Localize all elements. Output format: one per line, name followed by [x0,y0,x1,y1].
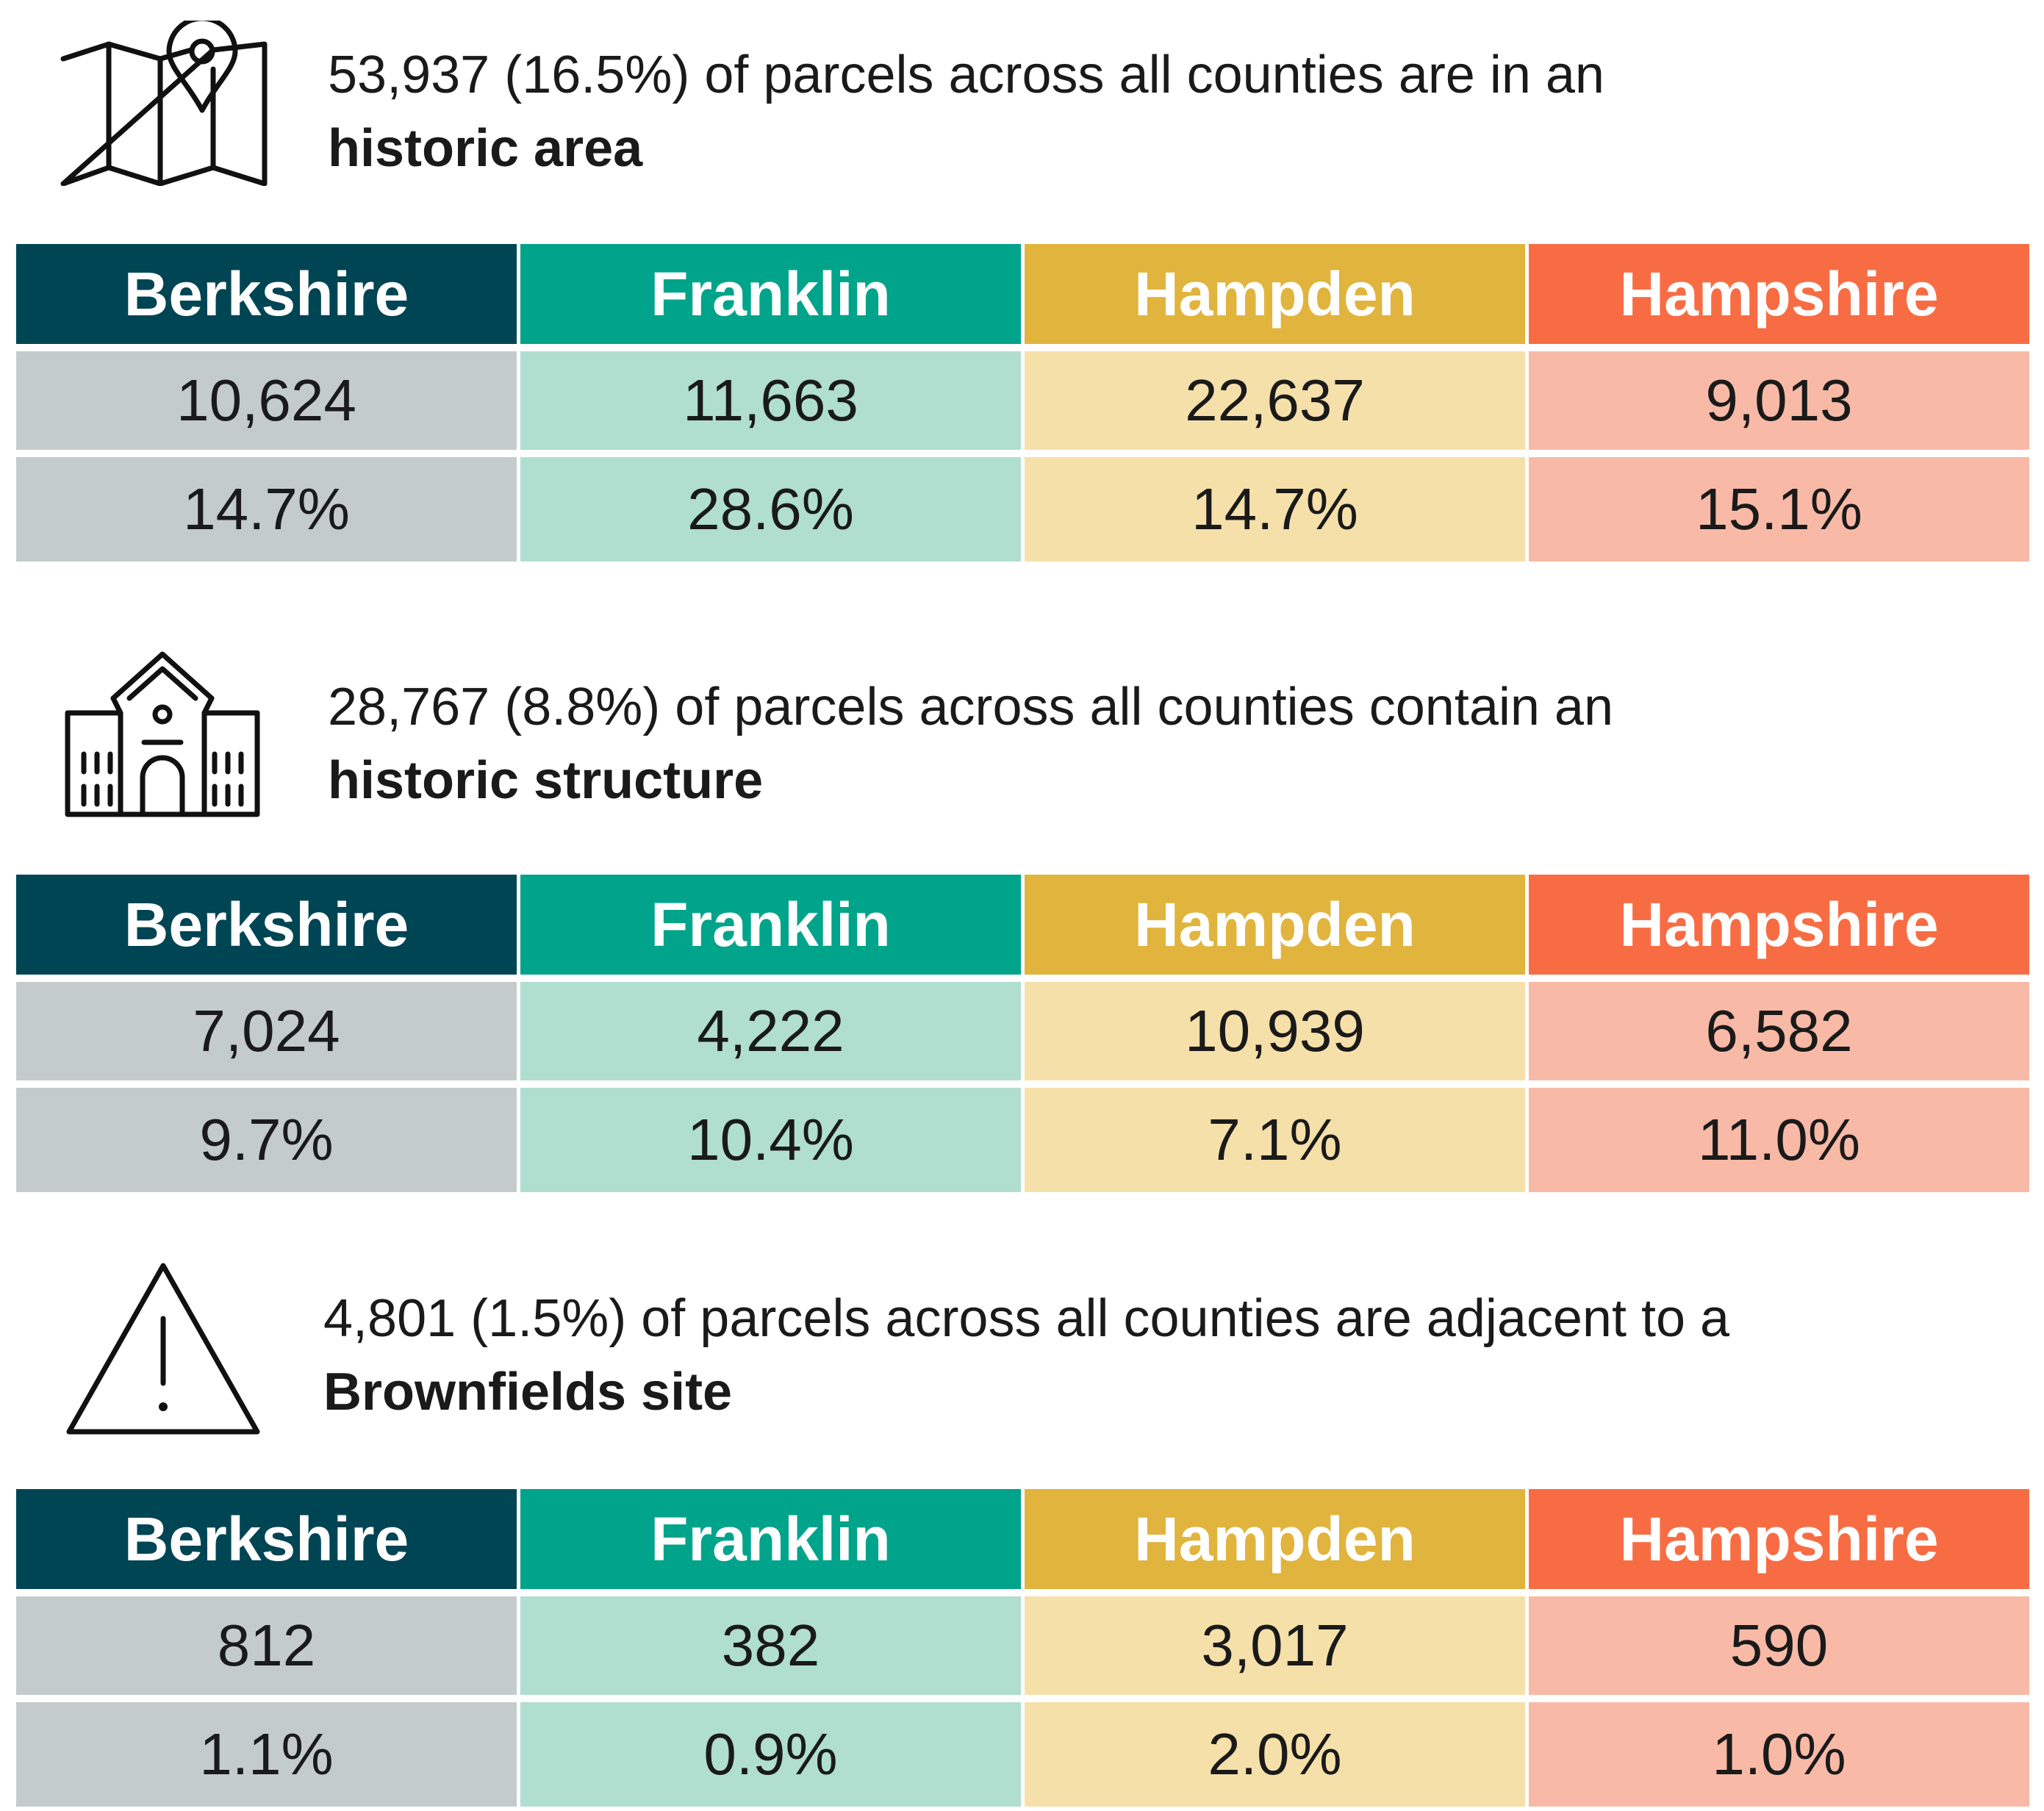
percent-hampden: 2.0% [1025,1702,1525,1807]
header-hampden: Hampden [1025,244,1525,344]
percent-franklin: 0.9% [520,1702,1021,1807]
map-pin-icon [59,21,272,186]
count-hampshire: 590 [1529,1596,2029,1695]
percent-franklin: 28.6% [520,457,1021,562]
headline-bold-text: historic structure [328,751,764,810]
headline-text: 4,801 (1.5%) of parcels across all count… [323,1289,1730,1348]
percent-franklin: 10.4% [520,1088,1021,1192]
percent-berkshire: 9.7% [16,1088,517,1192]
table-header-row: Berkshire Franklin Hampden Hampshire [16,875,2029,975]
header-franklin: Franklin [520,244,1021,344]
percent-berkshire: 1.1% [16,1702,517,1807]
count-hampden: 22,637 [1025,351,1525,450]
headline-historic-structure: 28,767 (8.8%) of parcels across all coun… [328,670,1613,817]
county-table-historic-area: Berkshire Franklin Hampden Hampshire 10,… [16,244,2029,562]
header-hampshire: Hampshire [1529,244,2029,344]
header-franklin: Franklin [520,1489,1021,1589]
headline-bold-text: Brownfields site [323,1363,733,1421]
header-hampshire: Hampshire [1529,1489,2029,1589]
headline-text: 53,937 (16.5%) of parcels across all cou… [328,46,1604,104]
table-row-percents: 9.7% 10.4% 7.1% 11.0% [16,1088,2029,1192]
header-hampden: Hampden [1025,875,1525,975]
percent-hampshire: 1.0% [1529,1702,2029,1807]
count-berkshire: 812 [16,1596,517,1695]
headline-bold-text: historic area [328,119,643,178]
percent-hampshire: 11.0% [1529,1088,2029,1192]
headline-historic-area: 53,937 (16.5%) of parcels across all cou… [328,38,1604,185]
table-row-percents: 1.1% 0.9% 2.0% 1.0% [16,1702,2029,1807]
percent-hampden: 14.7% [1025,457,1525,562]
county-table-brownfields: Berkshire Franklin Hampden Hampshire 812… [16,1489,2029,1807]
count-franklin: 4,222 [520,982,1021,1080]
header-berkshire: Berkshire [16,1489,517,1589]
count-berkshire: 7,024 [16,982,517,1080]
section-historic-area: 53,937 (16.5%) of parcels across all cou… [0,0,2044,573]
headline-text: 28,767 (8.8%) of parcels across all coun… [328,678,1613,736]
count-hampden: 3,017 [1025,1596,1525,1695]
section-brownfields: 4,801 (1.5%) of parcels across all count… [0,1249,2044,1811]
header-berkshire: Berkshire [16,244,517,344]
count-hampden: 10,939 [1025,982,1525,1080]
percent-berkshire: 14.7% [16,457,517,562]
historic-building-icon [65,651,260,817]
header-berkshire: Berkshire [16,875,517,975]
percent-hampden: 7.1% [1025,1088,1525,1192]
county-table-historic-structure: Berkshire Franklin Hampden Hampshire 7,0… [16,875,2029,1192]
header-hampden: Hampden [1025,1489,1525,1589]
header-hampshire: Hampshire [1529,875,2029,975]
table-row-percents: 14.7% 28.6% 14.7% 15.1% [16,457,2029,562]
section-historic-structure: 28,767 (8.8%) of parcels across all coun… [0,632,2044,1192]
count-berkshire: 10,624 [16,351,517,450]
headline-brownfields: 4,801 (1.5%) of parcels across all count… [323,1282,1729,1429]
table-row-counts: 10,624 11,663 22,637 9,013 [16,351,2029,450]
table-row-counts: 7,024 4,222 10,939 6,582 [16,982,2029,1080]
count-hampshire: 6,582 [1529,982,2029,1080]
count-franklin: 11,663 [520,351,1021,450]
count-franklin: 382 [520,1596,1021,1695]
warning-triangle-icon [65,1261,262,1438]
table-header-row: Berkshire Franklin Hampden Hampshire [16,244,2029,344]
table-header-row: Berkshire Franklin Hampden Hampshire [16,1489,2029,1589]
table-row-counts: 812 382 3,017 590 [16,1596,2029,1695]
count-hampshire: 9,013 [1529,351,2029,450]
header-franklin: Franklin [520,875,1021,975]
percent-hampshire: 15.1% [1529,457,2029,562]
